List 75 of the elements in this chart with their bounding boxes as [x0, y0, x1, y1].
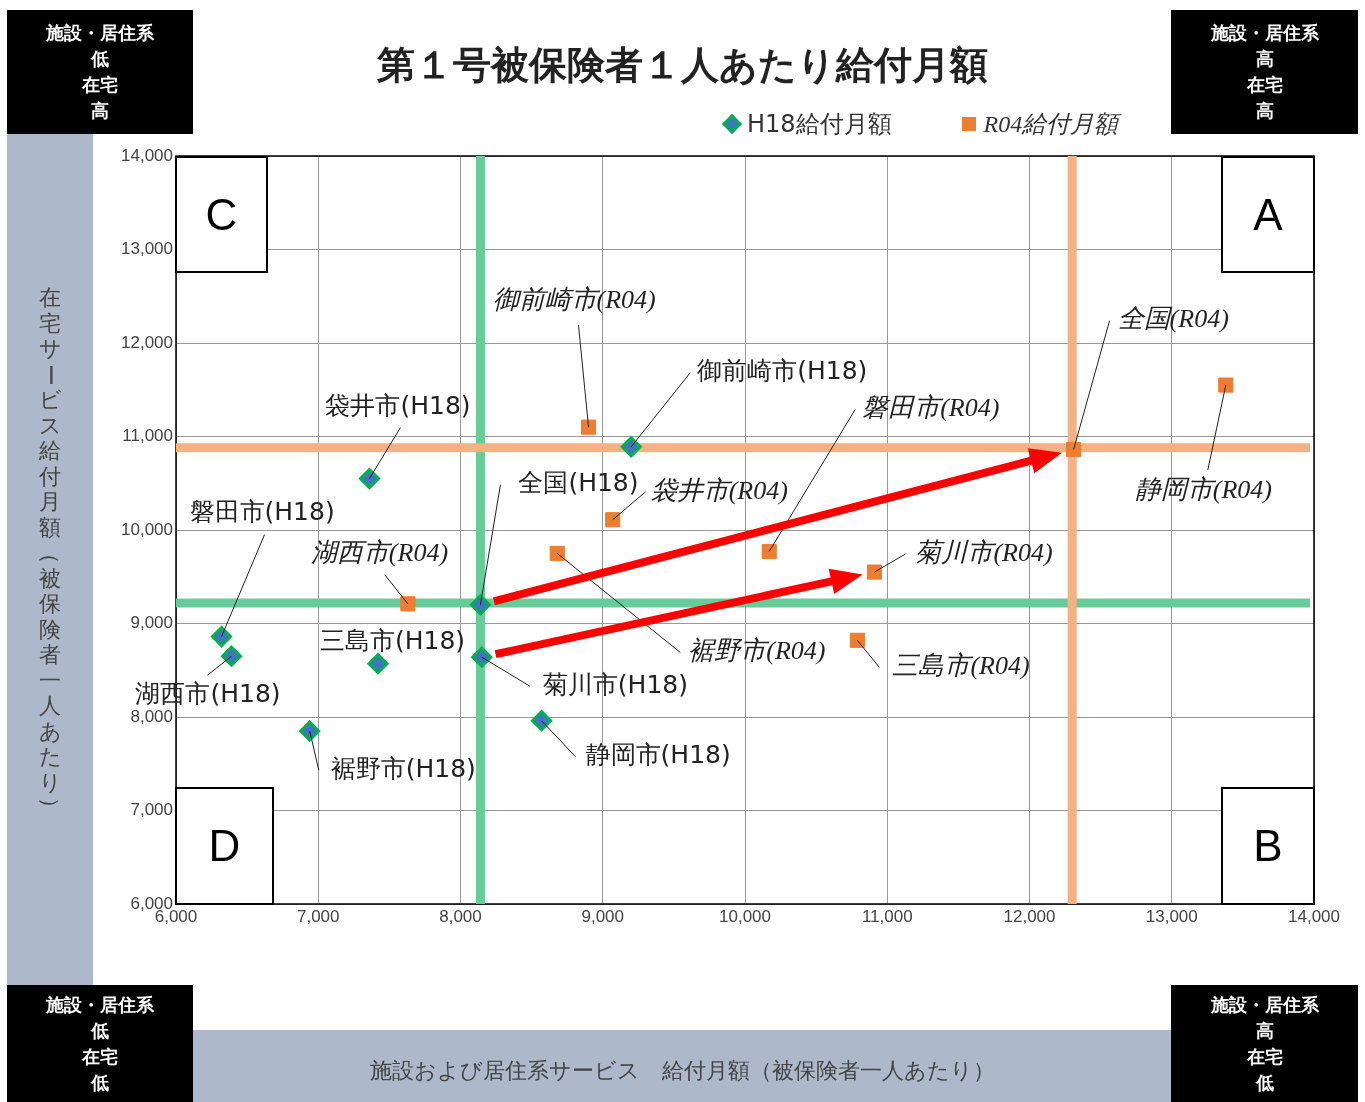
x-tick-label: 10,000: [719, 906, 771, 926]
annotation: 全国(H18): [518, 468, 639, 498]
annotation: 御前崎市(H18): [697, 356, 868, 386]
y-tick-label: 8,000: [130, 706, 173, 726]
point: [400, 596, 416, 612]
text: 低: [1255, 1070, 1274, 1095]
text: 施設・居住系: [46, 21, 154, 45]
text: 在宅: [82, 73, 118, 97]
annotation: 三島市(R04): [892, 651, 1030, 681]
annotation: A: [1221, 156, 1315, 273]
point: [866, 564, 883, 580]
text: 高: [1255, 47, 1274, 71]
text: 施設および居住系サービス 給付月額（被保険者一人あたり）: [368, 1057, 996, 1085]
text: 高: [1255, 1018, 1274, 1043]
annotation: 裾野市(H18): [330, 753, 476, 783]
y-tick-label: 9,000: [130, 613, 173, 633]
text: 在宅サービス給付月額（被保険者一人あたり）: [37, 285, 63, 819]
annotation: 全国(R04): [1117, 304, 1229, 334]
text: 低: [91, 47, 109, 71]
text: 施設・居住系: [1210, 21, 1319, 45]
annotation: 御前崎市(R04): [492, 284, 656, 314]
text: 高: [91, 99, 109, 123]
point: [549, 545, 565, 561]
x-tick-label: 11,000: [861, 906, 913, 926]
annotation: 磐田市(R04): [862, 393, 1000, 423]
point: [531, 710, 553, 732]
text: 高: [1255, 99, 1274, 123]
y-tick-label: 13,000: [121, 239, 173, 259]
point: [605, 512, 621, 528]
text: 施設・居住系: [46, 992, 154, 1017]
chart-title: 第１号被保険者１人あたり給付月額: [376, 42, 989, 89]
text: 施設・居住系: [1210, 992, 1319, 1017]
annotation: 静岡市(R04): [1134, 474, 1273, 504]
y-tick-label: 10,000: [121, 519, 173, 539]
point: [220, 645, 242, 667]
x-tick-label: 14,000: [1288, 906, 1340, 926]
point: [761, 543, 777, 560]
point: [299, 720, 321, 742]
text: 在宅: [1246, 1044, 1283, 1069]
point: [211, 626, 233, 648]
annotation: 裾野市(R04): [688, 636, 826, 666]
annotation: C: [175, 156, 268, 273]
point: [367, 653, 389, 675]
point: [471, 646, 493, 668]
point: [358, 468, 380, 490]
x-tick-label: 12,000: [1003, 906, 1056, 926]
annotation: 湖西市(R04): [310, 537, 449, 567]
legend-label: H18給付月額: [747, 109, 892, 140]
point: [1066, 442, 1082, 458]
annotation: 磐田市(H18): [189, 497, 335, 527]
annotation: 菊川市(H18): [542, 669, 688, 699]
text: 在宅: [82, 1044, 118, 1069]
annotation: 袋井市(H18): [325, 391, 471, 421]
point: [580, 419, 597, 435]
annotation: D: [175, 787, 274, 905]
point: [469, 594, 491, 616]
point: [620, 436, 642, 458]
annotation: 三島市(H18): [319, 626, 466, 656]
x-tick-label: 8,000: [439, 906, 482, 926]
y-tick-label: 12,000: [121, 332, 173, 352]
annotation: 菊川市(R04): [915, 537, 1053, 567]
text: 在宅: [1246, 73, 1283, 97]
x-tick-label: 7,000: [296, 906, 340, 926]
annotation: 静岡市(H18): [585, 740, 731, 770]
x-tick-label: 9,000: [581, 906, 625, 926]
point: [849, 632, 865, 648]
point: [1218, 377, 1234, 393]
x-tick-label: 13,000: [1145, 906, 1198, 926]
y-tick-label: 14,000: [121, 145, 173, 165]
annotation: 袋井市(R04): [650, 475, 788, 505]
text: 低: [91, 1070, 109, 1095]
annotation: B: [1221, 787, 1315, 905]
y-tick-label: 7,000: [130, 800, 173, 820]
y-tick-label: 11,000: [122, 426, 173, 446]
text: 低: [91, 1018, 109, 1043]
